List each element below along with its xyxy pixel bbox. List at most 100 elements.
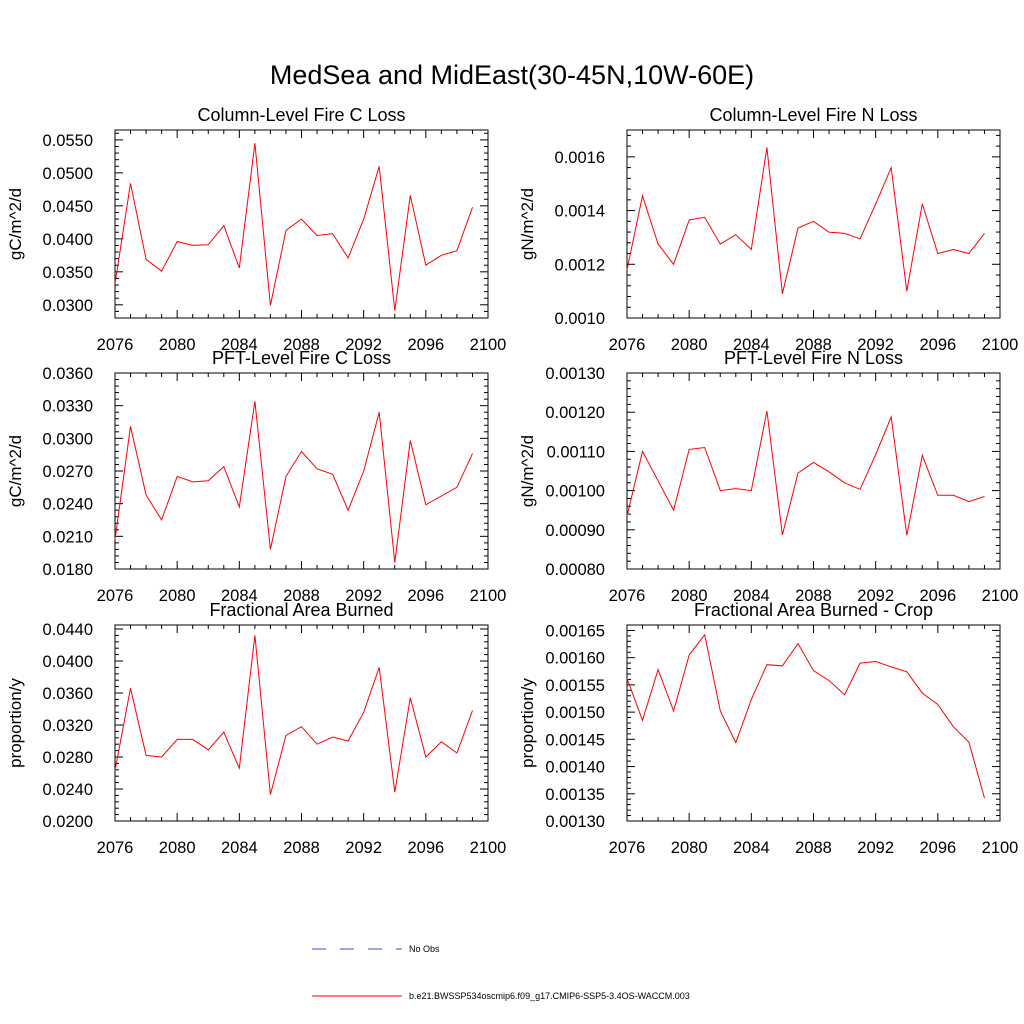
y-tick-label: 0.0440 bbox=[43, 621, 93, 639]
y-tick-label: 0.0360 bbox=[43, 365, 93, 383]
x-tick-label: 2096 bbox=[407, 839, 444, 857]
panel-title: Fractional Area Burned - Crop bbox=[694, 600, 933, 620]
y-tick-label: 0.00130 bbox=[545, 365, 605, 383]
y-tick-label: 0.00100 bbox=[545, 483, 605, 501]
y-tick-label: 0.0320 bbox=[43, 717, 93, 735]
x-tick-label: 2084 bbox=[733, 336, 770, 354]
y-tick-label: 0.0210 bbox=[43, 528, 93, 546]
y-tick-label: 0.00090 bbox=[545, 522, 605, 540]
x-tick-label: 2100 bbox=[982, 336, 1019, 354]
panel-title: Fractional Area Burned bbox=[209, 600, 393, 620]
y-tick-label: 0.00145 bbox=[545, 731, 605, 749]
plot-frame bbox=[114, 624, 489, 822]
y-tick-label: 0.00130 bbox=[545, 813, 605, 831]
x-tick-label: 2076 bbox=[609, 336, 646, 354]
x-tick-label: 2080 bbox=[671, 839, 708, 857]
x-tick-label: 2084 bbox=[733, 839, 770, 857]
x-tick-label: 2076 bbox=[97, 839, 134, 857]
y-tick-label: 0.0200 bbox=[43, 813, 93, 831]
y-axis-label: gC/m^2/d bbox=[6, 435, 25, 507]
legend-model-label: b.e21.BWSSP534oscmip6.f09_g17.CMIP6-SSP5… bbox=[409, 991, 690, 1001]
x-tick-label: 2084 bbox=[221, 336, 258, 354]
chart-panel: PFT-Level Fire N Loss gN/m^2/d 2076 2080 208… bbox=[518, 348, 1018, 605]
series-line bbox=[114, 143, 473, 311]
y-tick-label: 0.0400 bbox=[43, 231, 93, 249]
y-tick-label: 0.0450 bbox=[43, 198, 93, 216]
x-tick-label: 2100 bbox=[470, 587, 507, 605]
legend-obs-label: No Obs bbox=[409, 944, 440, 954]
panel-title: PFT-Level Fire C Loss bbox=[212, 348, 391, 368]
x-tick-label: 2080 bbox=[159, 839, 196, 857]
x-tick-label: 2100 bbox=[982, 839, 1019, 857]
x-tick-label: 2092 bbox=[345, 587, 382, 605]
x-tick-label: 2076 bbox=[609, 587, 646, 605]
y-tick-label: 0.0280 bbox=[43, 749, 93, 767]
y-tick-label: 0.0550 bbox=[43, 132, 93, 150]
series-line bbox=[626, 410, 985, 536]
x-tick-label: 2096 bbox=[407, 336, 444, 354]
y-tick-label: 0.00080 bbox=[545, 561, 605, 579]
x-tick-label: 2088 bbox=[795, 587, 832, 605]
series-line bbox=[114, 635, 473, 795]
chart-panel: Column-Level Fire C Loss gC/m^2/d 2076 2080… bbox=[6, 105, 506, 354]
x-tick-label: 2084 bbox=[733, 587, 770, 605]
panels: Column-Level Fire C Loss gC/m^2/d 2076 2080… bbox=[6, 105, 1018, 857]
x-tick-label: 2084 bbox=[221, 587, 258, 605]
x-tick-label: 2088 bbox=[283, 839, 320, 857]
plot-frame bbox=[114, 372, 489, 570]
figure-title: MedSea and MidEast(30-45N,10W-60E) bbox=[270, 60, 754, 90]
x-tick-label: 2092 bbox=[345, 336, 382, 354]
x-tick-label: 2092 bbox=[857, 336, 894, 354]
y-tick-label: 0.00150 bbox=[545, 704, 605, 722]
x-tick-label: 2088 bbox=[283, 336, 320, 354]
panel-title: Column-Level Fire C Loss bbox=[197, 105, 405, 125]
y-axis-label: gC/m^2/d bbox=[6, 188, 25, 260]
y-tick-label: 0.0270 bbox=[43, 463, 93, 481]
x-tick-label: 2100 bbox=[470, 336, 507, 354]
x-tick-label: 2092 bbox=[345, 839, 382, 857]
series-line bbox=[626, 147, 985, 294]
y-axis-label: proportion/y bbox=[6, 678, 25, 768]
x-tick-label: 2076 bbox=[97, 336, 134, 354]
chart-panel: PFT-Level Fire C Loss gC/m^2/d 2076 2080 208… bbox=[6, 348, 506, 605]
y-tick-label: 0.0360 bbox=[43, 685, 93, 703]
x-tick-label: 2088 bbox=[795, 839, 832, 857]
y-tick-label: 0.00110 bbox=[547, 443, 605, 461]
y-tick-label: 0.0012 bbox=[555, 256, 605, 274]
x-tick-label: 2084 bbox=[221, 839, 258, 857]
plot-frame bbox=[114, 129, 489, 319]
y-tick-label: 0.0500 bbox=[43, 165, 93, 183]
x-tick-label: 2092 bbox=[857, 839, 894, 857]
plot-frame bbox=[626, 129, 1001, 319]
x-tick-label: 2100 bbox=[470, 839, 507, 857]
y-tick-label: 0.00165 bbox=[545, 622, 605, 640]
y-tick-label: 0.0400 bbox=[43, 653, 93, 671]
chart-panel: Fractional Area Burned proportion/y 2076 20… bbox=[6, 600, 506, 857]
y-tick-label: 0.0010 bbox=[555, 310, 605, 328]
x-tick-label: 2080 bbox=[671, 587, 708, 605]
y-tick-label: 0.0350 bbox=[43, 264, 93, 282]
chart-panel: Column-Level Fire N Loss gN/m^2/d 2076 2080… bbox=[518, 105, 1018, 354]
y-tick-label: 0.00120 bbox=[545, 404, 605, 422]
y-tick-label: 0.0016 bbox=[555, 149, 605, 167]
plot-frame bbox=[626, 372, 1001, 570]
x-tick-label: 2088 bbox=[795, 336, 832, 354]
x-tick-label: 2096 bbox=[919, 839, 956, 857]
x-tick-label: 2096 bbox=[407, 587, 444, 605]
x-tick-label: 2076 bbox=[609, 839, 646, 857]
chart-panel: Fractional Area Burned - Crop proportion/… bbox=[518, 600, 1018, 857]
y-tick-label: 0.0300 bbox=[43, 430, 93, 448]
y-tick-label: 0.00140 bbox=[545, 759, 605, 777]
y-tick-label: 0.00160 bbox=[545, 650, 605, 668]
x-tick-label: 2088 bbox=[283, 587, 320, 605]
y-tick-label: 0.0240 bbox=[43, 496, 93, 514]
y-tick-label: 0.00135 bbox=[545, 786, 605, 804]
x-tick-label: 2080 bbox=[671, 336, 708, 354]
x-tick-label: 2080 bbox=[159, 336, 196, 354]
x-tick-label: 2092 bbox=[857, 587, 894, 605]
y-tick-label: 0.00155 bbox=[545, 677, 605, 695]
series-line bbox=[114, 401, 473, 563]
plot-frame bbox=[626, 624, 1001, 822]
y-tick-label: 0.0240 bbox=[43, 781, 93, 799]
